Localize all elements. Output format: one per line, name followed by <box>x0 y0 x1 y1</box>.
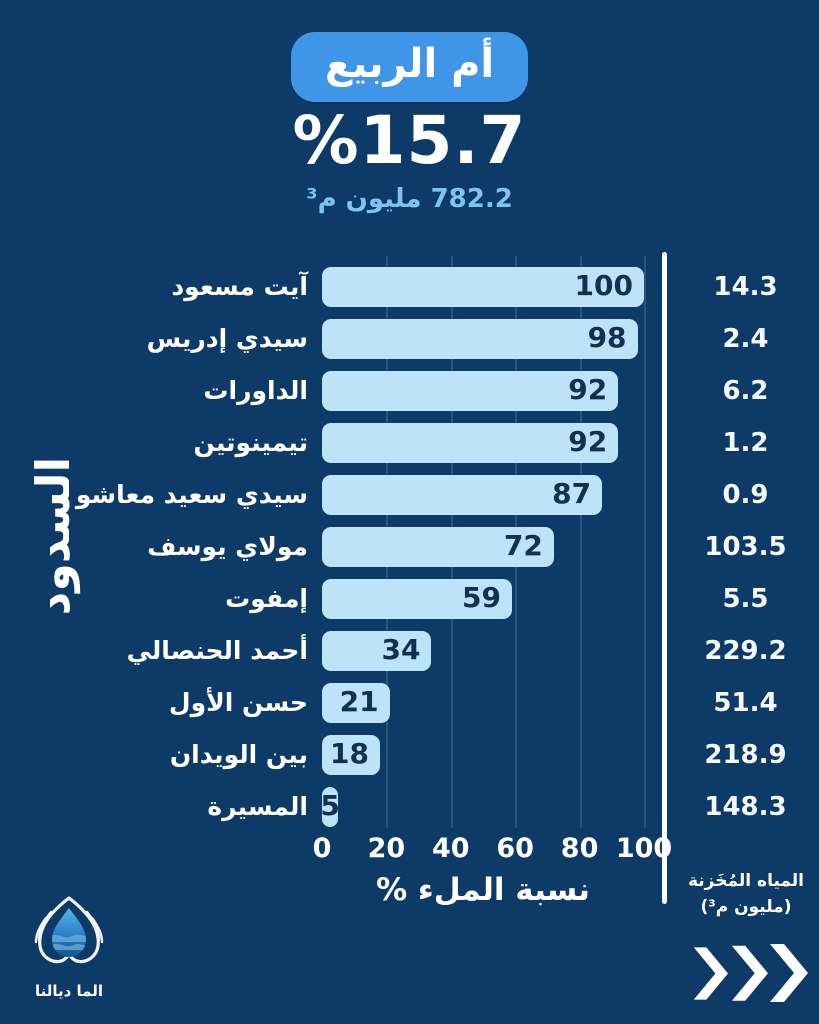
fill-value: 21 <box>339 685 379 718</box>
bar-track: 92 <box>322 371 644 411</box>
brand-logo: الما ديالنا <box>14 892 124 1000</box>
x-tick-20: 20 <box>367 833 406 864</box>
bar-track: 98 <box>322 319 644 359</box>
x-tick-60: 60 <box>496 833 534 864</box>
bar-chart: آيت مسعود 100 14.3 سيدي إدريس 98 2.4 الد… <box>0 267 819 839</box>
dam-label: مولاي يوسف <box>147 532 308 561</box>
triple-chevron-right-icon <box>693 944 808 1002</box>
stored-value: 0.9 <box>722 480 769 510</box>
fill-bar: 72 <box>322 527 554 567</box>
fill-value: 72 <box>503 529 543 562</box>
dam-label: آيت مسعود <box>171 272 308 301</box>
brand-logo-text: الما ديالنا <box>34 982 104 1000</box>
table-row: مولاي يوسف 72 103.5 <box>0 527 819 579</box>
table-row: الداورات 92 6.2 <box>0 371 819 423</box>
header: أم الربيع %15.7 782.2 مليون م³ <box>0 0 819 214</box>
bar-track: 5 <box>320 787 644 827</box>
water-drop-logo-icon <box>34 896 104 964</box>
fill-percent-value: %15.7 <box>292 102 527 179</box>
stored-value: 148.3 <box>704 792 787 822</box>
fill-bar: 21 <box>322 683 390 723</box>
bar-track: 34 <box>322 631 644 671</box>
stored-value: 1.2 <box>722 428 769 458</box>
stored-value: 218.9 <box>704 740 787 770</box>
bar-track: 100 <box>322 267 644 307</box>
fill-bar: 87 <box>322 475 603 515</box>
gridline-80 <box>579 256 582 828</box>
stored-water-header-line2: (مليون م³) <box>700 897 792 918</box>
x-tick-80: 80 <box>560 833 599 864</box>
bar-track: 92 <box>322 423 644 463</box>
fill-value: 92 <box>568 373 608 406</box>
fill-bar: 98 <box>322 319 638 359</box>
fill-bar: 34 <box>322 631 432 671</box>
table-row: إمفوت 59 5.5 <box>0 579 819 631</box>
table-row: سيدي إدريس 98 2.4 <box>0 319 819 371</box>
bar-track: 87 <box>322 475 644 515</box>
bar-track: 18 <box>322 735 644 775</box>
fill-bar: 100 <box>322 267 644 307</box>
table-row: أحمد الحنصالي 34 229.2 <box>0 631 819 683</box>
stored-value: 2.4 <box>722 324 769 354</box>
fill-bar: 92 <box>322 423 619 463</box>
fill-value: 98 <box>587 321 627 354</box>
table-row: تيمينوتين 92 1.2 <box>0 423 819 475</box>
x-axis-title: نسبة الملء % <box>376 872 590 908</box>
column-separator-line <box>662 252 667 904</box>
fill-value: 5 <box>320 789 340 822</box>
fill-bar: 59 <box>322 579 512 619</box>
stored-value: 229.2 <box>704 636 787 666</box>
bar-track: 72 <box>322 527 644 567</box>
stored-water-header-line1: المياه المُخَزنة <box>687 871 804 891</box>
stored-value: 6.2 <box>722 376 769 406</box>
dam-label: حسن الأول <box>168 688 308 717</box>
gridline-100 <box>644 256 646 828</box>
dam-label: بين الويدان <box>169 740 308 769</box>
table-row: بين الويدان 18 218.9 <box>0 735 819 787</box>
fill-value: 87 <box>552 477 592 510</box>
dam-label: إمفوت <box>225 584 308 613</box>
next-chevrons-button[interactable] <box>692 938 808 1008</box>
stored-value: 5.5 <box>722 584 769 614</box>
bar-track: 59 <box>322 579 644 619</box>
x-tick-40: 40 <box>432 833 470 864</box>
table-row: حسن الأول 21 51.4 <box>0 683 819 735</box>
stored-total-volume: 782.2 مليون م³ <box>306 184 513 214</box>
fill-bar: 18 <box>322 735 380 775</box>
dam-label: تيمينوتين <box>193 428 308 457</box>
stored-value: 103.5 <box>704 532 787 562</box>
stored-water-column-header: المياه المُخَزنة (مليون م³) <box>678 868 814 921</box>
dam-label: سيدي سعيد معاشو <box>75 480 308 509</box>
basin-badge: أم الربيع <box>290 32 529 102</box>
fill-value: 18 <box>329 737 369 770</box>
fill-value: 100 <box>574 269 633 302</box>
table-row: آيت مسعود 100 14.3 <box>0 267 819 319</box>
stored-value: 14.3 <box>713 272 778 302</box>
stored-value: 51.4 <box>713 688 778 718</box>
x-tick-0: 0 <box>312 833 332 864</box>
dam-label: المسيرة <box>207 792 308 821</box>
x-axis-ticks: 0 20 40 60 80 100 <box>313 833 673 867</box>
fill-bar: 5 <box>320 787 340 827</box>
fill-value: 92 <box>568 425 608 458</box>
fill-value: 34 <box>381 633 421 666</box>
dam-label: الداورات <box>203 376 308 405</box>
fill-bar: 92 <box>322 371 619 411</box>
table-row: سيدي سعيد معاشو 87 0.9 <box>0 475 819 527</box>
dam-label: أحمد الحنصالي <box>126 636 308 665</box>
dam-label: سيدي إدريس <box>146 324 308 353</box>
bar-track: 21 <box>322 683 644 723</box>
fill-value: 59 <box>462 581 501 614</box>
table-row: المسيرة 5 148.3 <box>0 787 819 839</box>
